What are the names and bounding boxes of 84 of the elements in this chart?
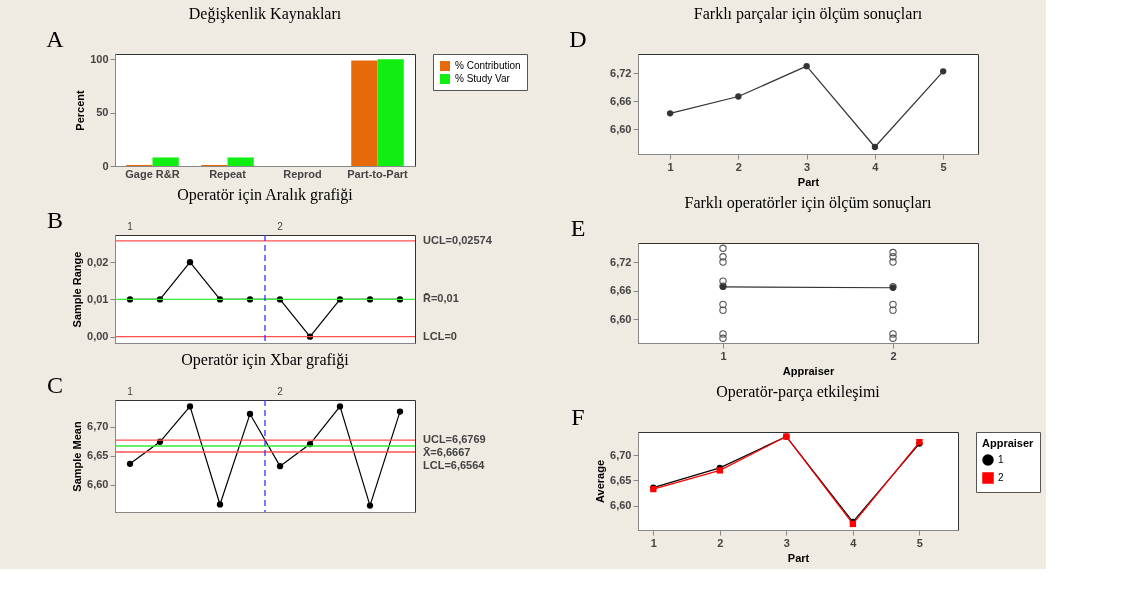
x-tick-label: 4 bbox=[872, 160, 880, 173]
y-tick-label: 100 bbox=[90, 52, 109, 65]
y-tick-label: 0 bbox=[102, 159, 109, 172]
x-tick-label: 3 bbox=[783, 536, 790, 549]
y-tick-label: 6,65 bbox=[87, 449, 109, 462]
ref-line-label: LCL=0 bbox=[423, 329, 457, 342]
legend-label: % Contribution bbox=[455, 60, 521, 71]
chart-title: Operatör için Xbar grafiği bbox=[181, 351, 350, 369]
y-tick-label: 6,60 bbox=[87, 478, 109, 491]
x-tick-label: 4 bbox=[850, 536, 858, 549]
x-tick-label: 2 bbox=[717, 536, 724, 549]
x-tick-label: 1 bbox=[650, 536, 657, 549]
y-axis-title: Percent bbox=[74, 89, 87, 131]
ref-line-label: LCL=6,6564 bbox=[423, 459, 486, 472]
x-axis-title: Part bbox=[787, 551, 810, 564]
point bbox=[735, 93, 742, 100]
point bbox=[666, 110, 674, 117]
chart-title: Farklı parçalar için ölçüm sonuçları bbox=[693, 5, 923, 23]
point bbox=[126, 460, 134, 467]
point bbox=[186, 259, 194, 266]
chart-title: Operatör için Aralık grafiği bbox=[177, 186, 354, 204]
y-axis-title: Average bbox=[594, 459, 607, 504]
x-tick-label: 5 bbox=[940, 160, 947, 173]
point bbox=[216, 501, 224, 508]
point bbox=[803, 62, 810, 70]
text: A bbox=[46, 26, 65, 52]
x-axis-title: Appraiser bbox=[782, 364, 835, 377]
point bbox=[366, 502, 374, 509]
y-axis-title: Sample Range bbox=[71, 251, 84, 328]
y-axis-title: Sample Mean bbox=[71, 421, 84, 492]
ref-line-label: R̄=0,01 bbox=[423, 292, 459, 305]
bar bbox=[377, 59, 404, 166]
bar bbox=[351, 60, 378, 166]
x-tick-label: Reprod bbox=[283, 167, 322, 180]
text: 1 bbox=[127, 221, 134, 232]
point bbox=[336, 403, 344, 410]
ref-line-label: X̄=6,6667 bbox=[423, 446, 471, 459]
y-tick-label: 6,72 bbox=[610, 66, 632, 79]
chart-title: Operatör-parça etkileşimi bbox=[716, 383, 881, 401]
text: C bbox=[46, 372, 64, 398]
legend-title: Appraiser bbox=[982, 437, 1035, 449]
point bbox=[940, 68, 947, 75]
x-tick-label: 2 bbox=[735, 160, 742, 173]
legend-label: 1 bbox=[998, 454, 1004, 465]
point bbox=[246, 410, 254, 418]
y-tick-label: 0,00 bbox=[87, 330, 109, 343]
x-tick-label: 3 bbox=[804, 160, 811, 173]
y-tick-label: 6,70 bbox=[610, 448, 632, 461]
text: 1 bbox=[127, 386, 134, 397]
point bbox=[396, 408, 404, 415]
chart-title: Farklı operatörler için ölçüm sonuçları bbox=[684, 194, 933, 212]
y-tick-label: 0,02 bbox=[87, 255, 109, 268]
y-tick-label: 6,60 bbox=[610, 499, 632, 512]
y-tick-label: 6,60 bbox=[610, 122, 632, 135]
text: 2 bbox=[277, 221, 284, 232]
text: E bbox=[570, 215, 586, 241]
point bbox=[276, 463, 284, 470]
x-tick-label: Repeat bbox=[209, 167, 247, 180]
y-tick-label: 6,66 bbox=[610, 284, 632, 297]
bar bbox=[152, 157, 179, 166]
chart-title: Değişkenlik Kaynakları bbox=[188, 5, 342, 23]
ref-line-label: UCL=6,6769 bbox=[423, 433, 486, 446]
text: B bbox=[46, 207, 64, 233]
x-tick-label: Part-to-Part bbox=[347, 167, 409, 180]
x-tick-label: Gage R&R bbox=[125, 167, 180, 180]
text: F bbox=[571, 404, 585, 430]
text: 2 bbox=[277, 386, 284, 397]
y-tick-label: 6,66 bbox=[610, 94, 632, 107]
y-tick-label: 6,72 bbox=[610, 255, 632, 268]
y-tick-label: 0,01 bbox=[87, 292, 109, 305]
y-tick-label: 6,65 bbox=[610, 473, 632, 486]
legend-label: % Study Var bbox=[455, 73, 511, 84]
point bbox=[871, 143, 879, 151]
ref-line-label: UCL=0,02574 bbox=[423, 233, 493, 246]
x-axis-title: Part bbox=[797, 175, 820, 188]
x-tick-label: 1 bbox=[667, 160, 674, 173]
y-tick-label: 6,60 bbox=[610, 312, 632, 325]
legend-label: 2 bbox=[998, 472, 1004, 483]
point bbox=[186, 403, 194, 410]
y-tick-label: 50 bbox=[96, 106, 109, 119]
y-tick-label: 6,70 bbox=[87, 420, 109, 433]
bar bbox=[227, 157, 254, 166]
text: D bbox=[569, 26, 587, 52]
x-tick-label: 5 bbox=[916, 536, 923, 549]
